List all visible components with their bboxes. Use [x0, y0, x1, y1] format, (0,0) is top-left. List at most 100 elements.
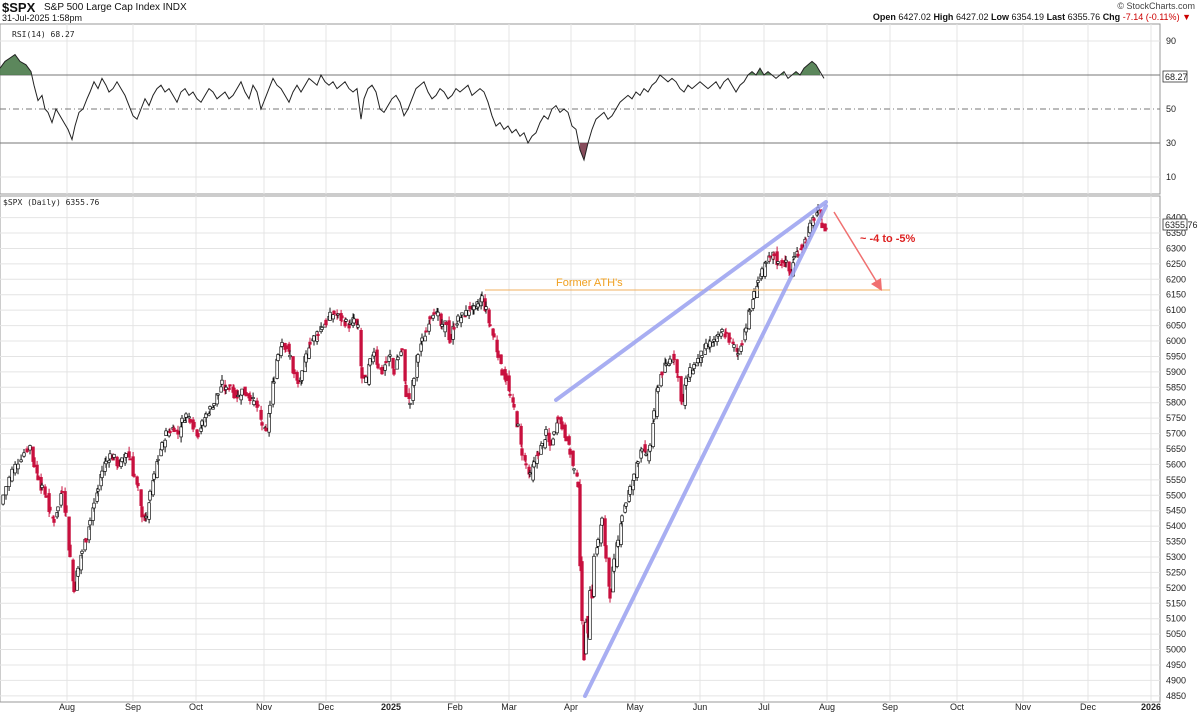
candle-body [511, 397, 515, 403]
candle-body [648, 444, 652, 452]
candle-body [359, 329, 363, 367]
candle-body [788, 268, 792, 274]
price-y-tick: 6400 [1166, 213, 1186, 223]
candle-body [271, 381, 275, 405]
price-x-axis: Aug Sep Oct Nov Dec 2025 Feb Mar Apr May Jun Jul Aug… [59, 702, 1161, 712]
candle-body [492, 333, 496, 338]
candle-body [448, 333, 452, 343]
candle-body [656, 387, 660, 392]
candle-body [368, 358, 372, 366]
price-y-tick: 5200 [1166, 583, 1186, 593]
candle-body [1, 494, 5, 505]
candle-body [744, 327, 748, 333]
candle-body [800, 244, 804, 249]
open-label: Open [872, 12, 896, 22]
candle-body [499, 354, 503, 364]
candle-body [516, 423, 520, 427]
candle-body [84, 538, 88, 543]
candle-body [472, 305, 476, 311]
candle-body [104, 460, 108, 465]
candle-body [768, 255, 772, 258]
candle-body [532, 461, 536, 468]
brand-logo[interactable]: © StockCharts.com [1117, 1, 1195, 11]
candle-body [756, 280, 760, 283]
x-tick-label: Aug [819, 702, 835, 712]
quote-summary: Open 6427.02 High 6427.02 Low 6354.19 La… [873, 12, 1191, 22]
chg-value: -7.14 (-0.11%) [1122, 12, 1180, 22]
price-y-tick: 6050 [1166, 321, 1186, 331]
candle-body [468, 306, 472, 310]
candle-body [284, 345, 288, 350]
candle-body [340, 315, 344, 319]
price-y-tick: 5800 [1166, 398, 1186, 408]
candle-body [164, 430, 168, 436]
candle-body [595, 547, 599, 555]
candle-body [420, 337, 424, 342]
candle-body [391, 357, 395, 369]
x-tick-label: Dec [1080, 702, 1097, 712]
x-tick-label: Sep [882, 702, 898, 712]
candle-body [13, 463, 17, 474]
candle-body [328, 311, 332, 321]
candle-body [112, 453, 116, 458]
candle-body [672, 353, 676, 361]
candle-body [731, 341, 735, 344]
candle-body [487, 309, 491, 324]
x-tick-label: Mar [501, 702, 517, 712]
candle-body [824, 227, 828, 230]
price-y-tick: 5000 [1166, 645, 1186, 655]
candle-body [484, 306, 488, 310]
candle-body [403, 349, 407, 382]
candle-body [208, 406, 212, 410]
candle-body [519, 425, 523, 445]
candle-body [312, 335, 316, 342]
candle-body [764, 261, 768, 264]
candle-body [36, 475, 40, 481]
high-label: High [933, 12, 954, 22]
candle-body [796, 253, 800, 257]
candle-body [480, 295, 484, 303]
candle-body [19, 459, 23, 463]
chg-down-icon: ▼ [1182, 12, 1191, 22]
candle-body [35, 464, 39, 474]
candle-body [324, 319, 328, 326]
candle-body [792, 256, 796, 259]
candle-body [392, 369, 396, 375]
candle-body [179, 426, 183, 438]
candle-body [464, 310, 468, 317]
candle-body [440, 324, 444, 327]
x-tick-label: Oct [950, 702, 965, 712]
candle-body [571, 450, 575, 466]
candle-body [760, 268, 764, 277]
candle-body [44, 495, 48, 498]
rsi-y-tick: 50 [1166, 104, 1176, 114]
candle-body [624, 502, 628, 507]
candle-body [436, 311, 440, 317]
candle-body [578, 484, 582, 567]
target-arrow-shaft [833, 211, 879, 285]
candle-body [691, 369, 695, 375]
rsi-oversold-fill [580, 143, 588, 160]
candle-body [560, 421, 564, 430]
candle-body [752, 291, 756, 299]
candle-body [512, 403, 516, 408]
candle-body [352, 318, 356, 324]
candle-body [116, 459, 120, 467]
candle-body [508, 393, 512, 396]
candle-body [292, 369, 296, 375]
candle-body [640, 448, 644, 452]
candle-body [7, 476, 11, 487]
candle-body [460, 312, 464, 316]
candle-body [528, 472, 532, 475]
candle-body [592, 555, 596, 597]
candle-body [567, 436, 571, 445]
candle-body [395, 359, 399, 370]
candle-body [219, 386, 223, 393]
rsi-y-tick: 10 [1166, 172, 1176, 182]
x-tick-label: Feb [447, 702, 463, 712]
candle-body [280, 342, 284, 347]
candle-body [383, 364, 387, 371]
candle-body [704, 342, 708, 350]
x-tick-label: Jul [758, 702, 770, 712]
